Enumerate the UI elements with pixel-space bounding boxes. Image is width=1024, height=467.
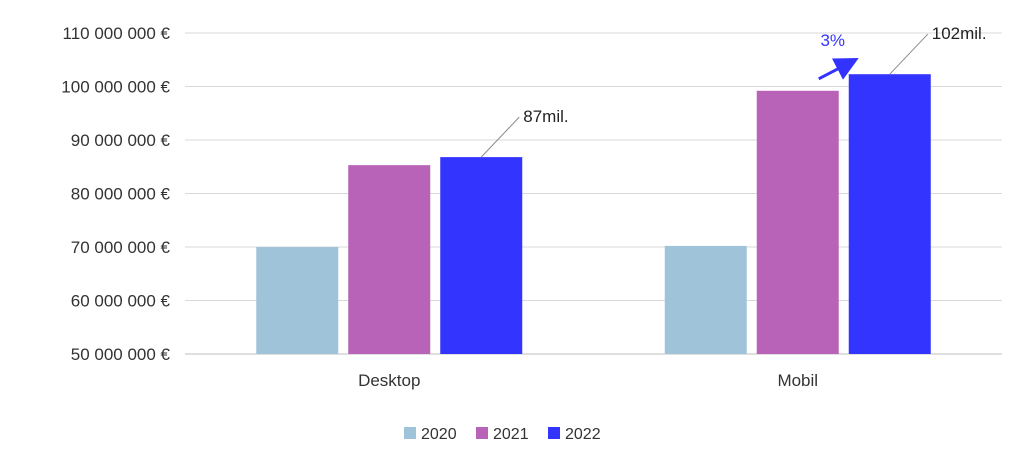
annotation-leader-line	[480, 116, 520, 158]
growth-arrow-icon	[818, 58, 859, 81]
x-category-label: Mobil	[777, 371, 818, 390]
annotations: 87mil. 102mil. 3%	[480, 24, 987, 158]
y-tick-label: 110 000 000 €	[63, 24, 171, 43]
bar-mobil-2021	[756, 90, 839, 354]
growth-label: 3%	[820, 31, 845, 50]
legend-label: 2021	[493, 426, 529, 443]
y-tick-label: 60 000 000 €	[71, 292, 171, 311]
y-axis-tick-labels: 50 000 000 € 60 000 000 € 70 000 000 € 80 0…	[61, 24, 170, 364]
annotation-leader-line	[889, 33, 929, 75]
x-axis-category-labels: Desktop Mobil	[358, 371, 818, 390]
legend-label: 2022	[565, 426, 601, 443]
legend-swatch-2022	[548, 427, 560, 439]
bar-mobil-2020	[664, 245, 747, 354]
data-label-mobil: 102mil.	[932, 24, 987, 43]
y-tick-label: 50 000 000 €	[71, 345, 171, 364]
x-category-label: Desktop	[358, 371, 420, 390]
bar-desktop-2022	[440, 157, 523, 354]
y-tick-label: 80 000 000 €	[71, 185, 171, 204]
bar-desktop-2020	[256, 247, 339, 354]
legend-label: 2020	[421, 426, 457, 443]
bars	[256, 74, 931, 354]
data-label-desktop: 87mil.	[523, 107, 568, 126]
y-tick-label: 100 000 000 €	[61, 78, 170, 97]
legend: 2020 2021 2022	[404, 426, 601, 443]
y-tick-label: 90 000 000 €	[71, 131, 171, 150]
bar-mobil-2022	[848, 74, 931, 354]
legend-swatch-2021	[476, 427, 488, 439]
legend-swatch-2020	[404, 427, 416, 439]
bar-desktop-2021	[348, 165, 431, 354]
y-tick-label: 70 000 000 €	[71, 238, 171, 257]
